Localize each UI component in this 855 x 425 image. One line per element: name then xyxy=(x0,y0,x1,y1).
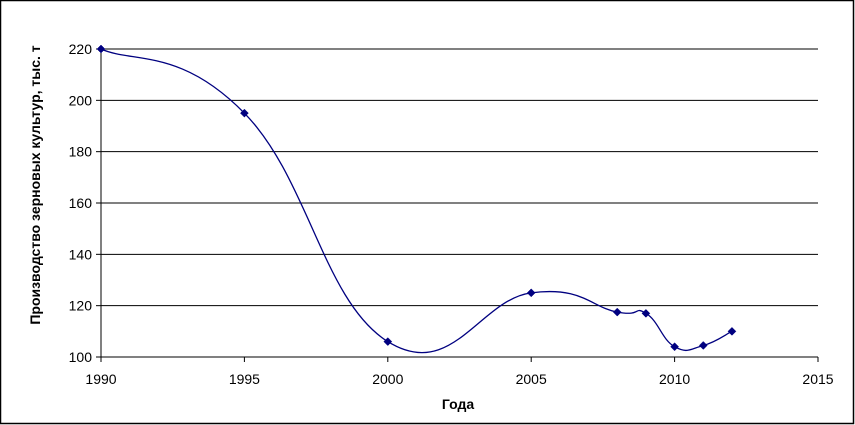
data-point-marker xyxy=(526,288,536,298)
data-point-marker xyxy=(641,309,651,318)
y-tick-label: 160 xyxy=(69,195,93,211)
x-tick-label: 2000 xyxy=(372,371,403,387)
y-tick-label: 100 xyxy=(69,349,93,365)
x-axis-title: Года xyxy=(442,396,474,412)
y-tick-label: 140 xyxy=(69,246,93,262)
data-point-marker xyxy=(670,342,679,352)
data-point-marker xyxy=(698,341,708,350)
gridlines xyxy=(101,48,818,307)
series-layer xyxy=(96,44,737,354)
axes xyxy=(96,48,819,362)
x-tick-label: 2015 xyxy=(802,371,833,387)
data-point-marker xyxy=(383,337,393,346)
y-tick-label: 220 xyxy=(69,41,93,57)
y-tick-label: 120 xyxy=(69,298,93,314)
y-tick-label: 180 xyxy=(69,144,93,160)
x-tick-label: 2005 xyxy=(516,371,547,387)
y-axis-title: Производство зерновых культур, тыс. т xyxy=(27,45,43,324)
y-tick-label: 200 xyxy=(69,92,93,108)
x-tick-label: 2010 xyxy=(659,371,690,387)
data-point-marker xyxy=(612,307,622,317)
x-tick-label: 1995 xyxy=(229,371,260,387)
data-point-marker xyxy=(727,326,737,336)
data-point-marker xyxy=(96,44,106,54)
data-point-marker xyxy=(240,108,249,118)
x-tick-label: 1990 xyxy=(85,371,116,387)
tick-labels: 100 120 140 160 180 200 220 1990 1995 2000 2005 201… xyxy=(69,41,834,387)
